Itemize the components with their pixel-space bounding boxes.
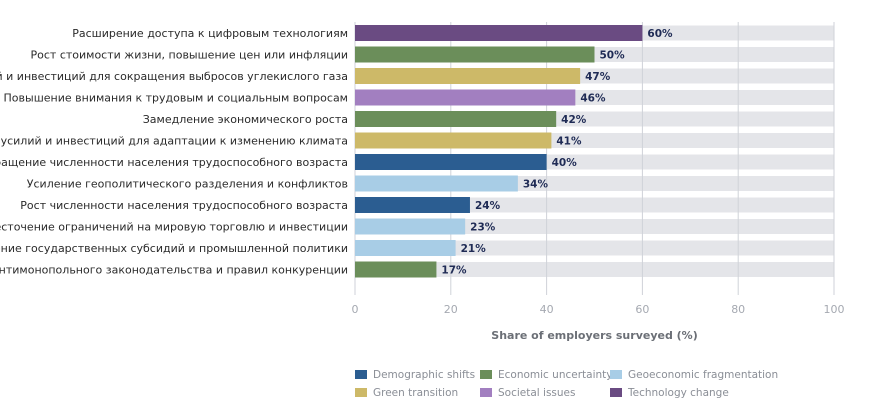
value-label: 24% xyxy=(475,200,501,212)
value-label: 34% xyxy=(523,179,549,191)
bar xyxy=(355,68,581,84)
tick-label: 80 xyxy=(731,303,745,316)
bar xyxy=(355,218,466,235)
legend-swatch xyxy=(610,370,622,379)
value-label: 41% xyxy=(556,136,582,148)
bar xyxy=(355,46,595,63)
category-label: Увеличение усилий и инвестиций для сокра… xyxy=(0,70,348,83)
value-label: 17% xyxy=(441,265,467,277)
legend-swatch xyxy=(610,388,622,397)
value-label: 60% xyxy=(647,28,673,40)
value-label: 47% xyxy=(585,71,611,83)
legend-swatch xyxy=(480,388,492,397)
legend-swatch xyxy=(355,370,367,379)
category-label: Усиление геополитического разделения и к… xyxy=(27,178,348,191)
bar xyxy=(355,89,576,106)
bar-track xyxy=(355,240,834,256)
bar xyxy=(355,240,456,256)
category-label: Повышение внимания к трудовым и социальн… xyxy=(4,92,348,105)
bar-track xyxy=(355,262,834,277)
category-label: Рост стоимости жизни, повышение цен или … xyxy=(31,49,349,62)
bar xyxy=(355,25,643,41)
value-label: 21% xyxy=(461,243,487,255)
category-label: Расширение доступа к цифровым технология… xyxy=(72,27,348,40)
bar xyxy=(355,197,470,213)
category-label: Замедление экономического роста xyxy=(143,113,348,126)
legend-label: Green transition xyxy=(373,387,458,399)
tick-label: 0 xyxy=(352,303,359,316)
tick-label: 100 xyxy=(824,303,845,316)
legend-label: Economic uncertainty xyxy=(498,369,612,381)
bar xyxy=(355,132,552,149)
legend-swatch xyxy=(355,388,367,397)
legend-swatch xyxy=(480,370,492,379)
category-label: Увеличение государственных субсидий и пр… xyxy=(0,242,348,255)
bar xyxy=(355,111,557,127)
category-label: Ужесточение ограничений на мировую торго… xyxy=(0,221,348,234)
category-label: Старение и сокращение численности населе… xyxy=(0,156,348,169)
bar-track xyxy=(355,219,834,234)
value-label: 42% xyxy=(561,114,587,126)
value-label: 50% xyxy=(600,50,626,62)
bar xyxy=(355,175,518,192)
category-label: Увеличение усилий и инвестиций для адапт… xyxy=(0,135,348,148)
tick-label: 60 xyxy=(635,303,649,316)
bar-track xyxy=(355,197,834,213)
legend-label: Geoeconomic fragmentation xyxy=(628,369,778,381)
value-label: 46% xyxy=(580,93,606,105)
value-label: 40% xyxy=(552,157,578,169)
legend-label: Demographic shifts xyxy=(373,369,475,381)
legend-label: Societal issues xyxy=(498,387,576,399)
x-axis-title: Share of employers surveyed (%) xyxy=(491,329,697,342)
legend-label: Technology change xyxy=(627,387,729,399)
category-label: Ужесточение антимонопольного законодател… xyxy=(0,264,348,277)
tick-label: 20 xyxy=(444,303,458,316)
bar xyxy=(355,154,547,170)
bar xyxy=(355,261,437,278)
value-label: 23% xyxy=(470,222,496,234)
tick-label: 40 xyxy=(540,303,554,316)
category-label: Рост численности населения трудоспособно… xyxy=(20,199,348,212)
